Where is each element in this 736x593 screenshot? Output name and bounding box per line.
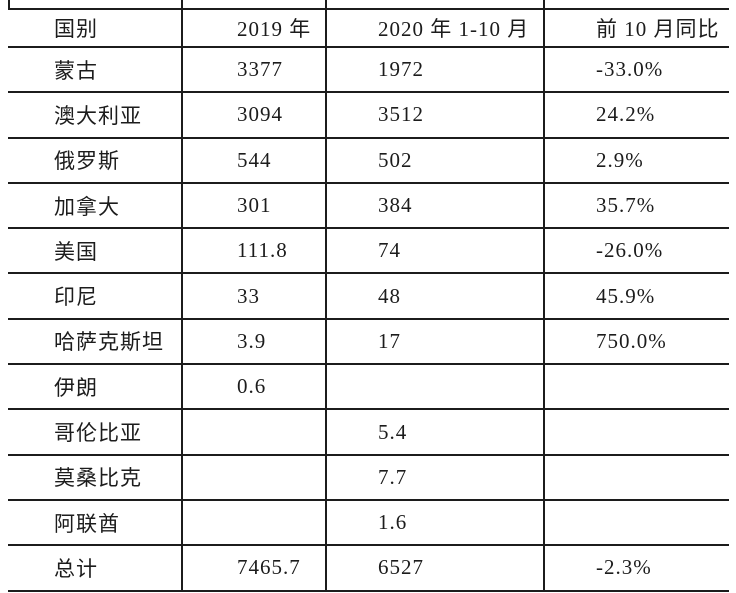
cell-country: 哈萨克斯坦 — [8, 318, 183, 366]
cell-2020-value — [326, 364, 545, 411]
table-row-total: 总计 7465.7 6527 -2.3% — [8, 545, 729, 592]
cell-yoy-value: -33.0% — [544, 47, 729, 94]
header-row: 国别 2019 年 2020 年 1-10 月 前 10 月同比 — [8, 9, 729, 48]
table-row: 印尼 33 48 45.9% — [8, 273, 729, 320]
cell-country: 澳大利亚 — [8, 92, 183, 139]
table-row: 阿联酋 1.6 — [8, 499, 729, 547]
cell-2019-value: 33 — [182, 273, 327, 320]
cell-yoy-value — [544, 499, 729, 547]
cell-yoy-value: 24.2% — [544, 92, 729, 139]
cell-country: 加拿大 — [8, 182, 183, 230]
cell-country: 印尼 — [8, 273, 183, 320]
cell-2019-value: 544 — [182, 137, 327, 184]
header-country: 国别 — [8, 9, 183, 48]
cell-2019-value — [182, 454, 327, 501]
cell-2019-value: 111.8 — [182, 228, 327, 275]
table-row: 蒙古 3377 1972 -33.0% — [8, 47, 729, 94]
cell-2020-value: 74 — [326, 228, 545, 275]
cell-country: 蒙古 — [8, 47, 183, 94]
cell-country: 莫桑比克 — [8, 454, 183, 501]
cell-country: 伊朗 — [8, 364, 183, 411]
cell-country: 俄罗斯 — [8, 137, 183, 184]
cell-2020-value: 1972 — [326, 47, 545, 94]
table-row: 哥伦比亚 5.4 — [8, 409, 729, 456]
cell-country: 哥伦比亚 — [8, 409, 183, 456]
column-divider-stub-left — [8, 0, 10, 9]
cell-2019-value — [182, 409, 327, 456]
cell-yoy-value: -26.0% — [544, 228, 729, 275]
cell-2020-value: 3512 — [326, 92, 545, 139]
cell-2019-value: 0.6 — [182, 364, 327, 411]
cell-2019-value — [182, 499, 327, 547]
data-table: 国别 2019 年 2020 年 1-10 月 前 10 月同比 蒙古 3377… — [8, 8, 729, 592]
table-row: 莫桑比克 7.7 — [8, 454, 729, 501]
cell-country: 阿联酋 — [8, 499, 183, 547]
header-2020-jan-oct: 2020 年 1-10 月 — [326, 9, 545, 48]
cell-2020-value: 6527 — [326, 545, 545, 592]
cell-yoy-value — [544, 454, 729, 501]
column-divider-stub-1 — [181, 0, 183, 9]
table-row: 美国 111.8 74 -26.0% — [8, 228, 729, 275]
cell-2019-value: 3094 — [182, 92, 327, 139]
cell-yoy-value — [544, 364, 729, 411]
cell-2020-value: 502 — [326, 137, 545, 184]
table-row: 澳大利亚 3094 3512 24.2% — [8, 92, 729, 139]
cell-yoy-value: 45.9% — [544, 273, 729, 320]
cell-2019-value: 301 — [182, 182, 327, 230]
table-row: 哈萨克斯坦 3.9 17 750.0% — [8, 318, 729, 366]
cell-2020-value: 5.4 — [326, 409, 545, 456]
column-divider-stub-3 — [543, 0, 545, 9]
cell-yoy-value: 35.7% — [544, 182, 729, 230]
table-row: 俄罗斯 544 502 2.9% — [8, 137, 729, 184]
table-row: 伊朗 0.6 — [8, 364, 729, 411]
cell-2019-value: 7465.7 — [182, 545, 327, 592]
header-yoy: 前 10 月同比 — [544, 9, 729, 48]
cell-2020-value: 48 — [326, 273, 545, 320]
cell-yoy-value: 750.0% — [544, 318, 729, 366]
cell-country: 美国 — [8, 228, 183, 275]
cell-2019-value: 3377 — [182, 47, 327, 94]
cell-2020-value: 1.6 — [326, 499, 545, 547]
cell-2020-value: 17 — [326, 318, 545, 366]
cell-yoy-value: -2.3% — [544, 545, 729, 592]
header-2019: 2019 年 — [182, 9, 327, 48]
cell-2020-value: 7.7 — [326, 454, 545, 501]
cell-2019-value: 3.9 — [182, 318, 327, 366]
column-divider-stub-2 — [325, 0, 327, 9]
cell-country: 总计 — [8, 545, 183, 592]
table-row: 加拿大 301 384 35.7% — [8, 182, 729, 230]
cell-yoy-value: 2.9% — [544, 137, 729, 184]
cell-2020-value: 384 — [326, 182, 545, 230]
cell-yoy-value — [544, 409, 729, 456]
